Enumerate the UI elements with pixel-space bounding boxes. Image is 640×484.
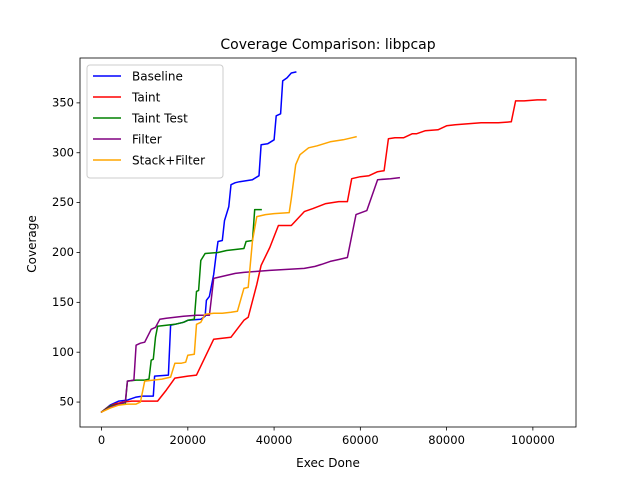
series-line-taint (100, 99, 547, 414)
chart-title: Coverage Comparison: libpcap (220, 37, 435, 53)
y-tick-label: 200 (52, 245, 74, 259)
y-tick-label: 250 (52, 195, 74, 209)
legend-label-stack-filter: Stack+Filter (132, 154, 205, 168)
x-axis-label: Exec Done (296, 456, 360, 470)
x-tick-label: 100000 (511, 433, 555, 447)
legend-label-taint-test: Taint Test (131, 112, 188, 126)
series-line-stack-filter (100, 135, 357, 413)
x-tick-label: 80000 (428, 433, 465, 447)
legend-label-filter: Filter (132, 133, 162, 147)
series-line-filter (100, 176, 401, 414)
legend-box (86, 64, 224, 179)
y-tick-label: 350 (52, 95, 74, 109)
y-tick-label: 300 (52, 145, 74, 159)
y-tick-label: 150 (52, 295, 74, 309)
series-group (100, 71, 547, 414)
plot-area: 0 20000 40000 60000 80000 100000 50 100 150 200 25… (52, 57, 577, 447)
legend-label-taint: Taint (131, 91, 161, 105)
series-line-baseline (100, 71, 297, 414)
legend: Baseline Taint Taint Test Filter Stack+Filte… (86, 64, 224, 179)
x-tick-label: 20000 (170, 433, 207, 447)
x-tick-label: 60000 (342, 433, 379, 447)
y-tick-label: 50 (59, 395, 74, 409)
x-tick-label: 0 (98, 433, 105, 447)
legend-label-baseline: Baseline (132, 70, 183, 84)
y-tick-label: 100 (52, 345, 74, 359)
axes-frame (79, 57, 577, 428)
x-tick-label: 40000 (256, 433, 293, 447)
y-axis-label: Coverage (25, 215, 39, 273)
